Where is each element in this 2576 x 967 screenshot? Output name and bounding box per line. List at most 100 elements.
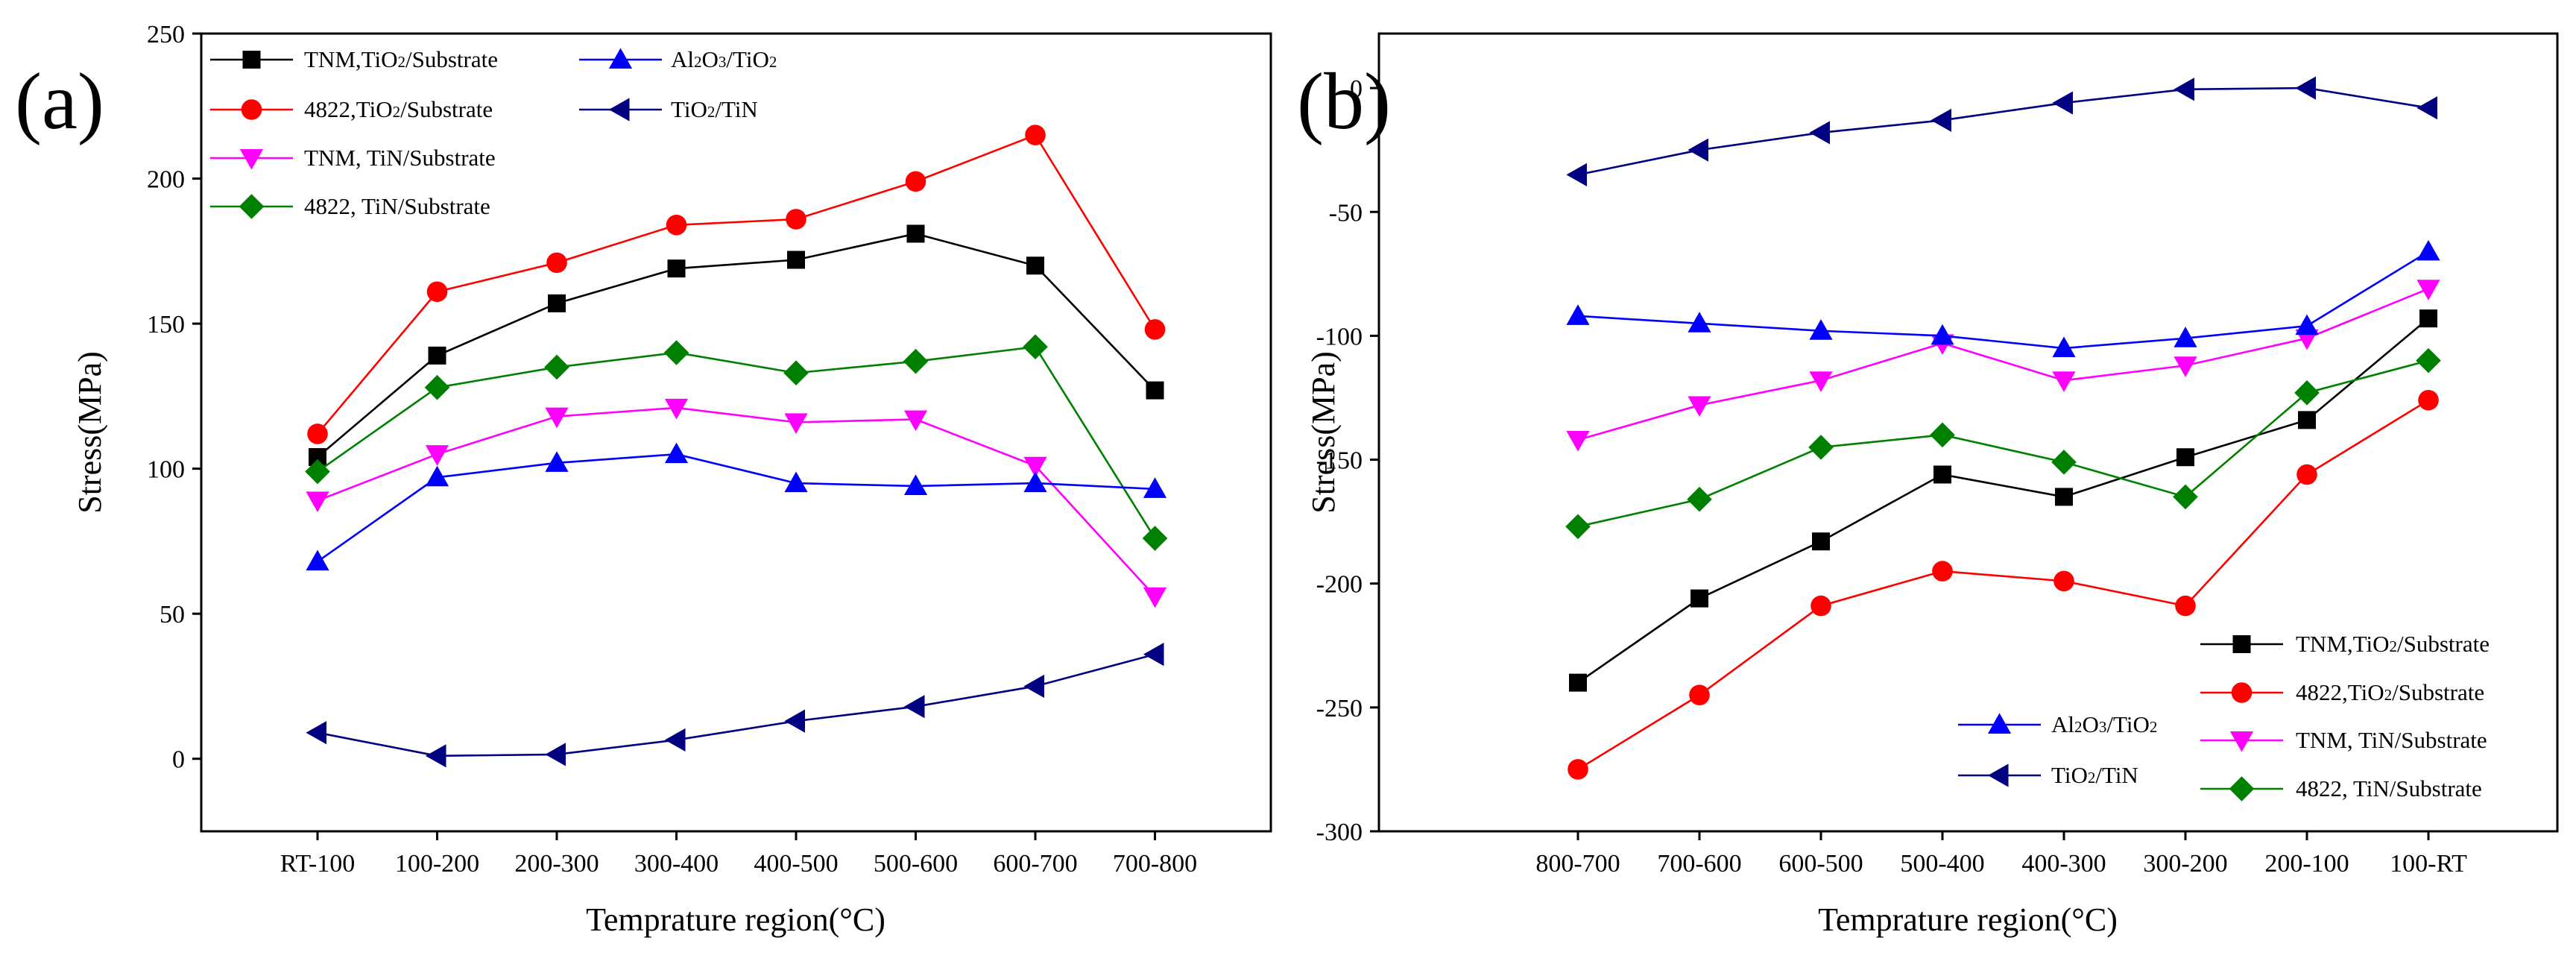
data-point	[425, 465, 449, 487]
data-point	[1930, 422, 1955, 448]
x-tick-label: 600-500	[1778, 850, 1863, 878]
series-3	[305, 334, 1168, 551]
legend-label: 4822,TiO2/Substrate	[2296, 679, 2484, 705]
y-tick-label: 250	[147, 21, 185, 48]
data-point	[1809, 371, 1833, 392]
text-span: Al	[671, 46, 694, 72]
legend-marker	[2229, 776, 2255, 801]
data-point	[2295, 76, 2316, 100]
subscript-span: 2	[2074, 718, 2083, 736]
y-tick-label: -200	[1316, 571, 1363, 599]
text-span: 4822,TiO	[304, 96, 393, 122]
data-point	[545, 451, 569, 472]
legend-label: TNM, TiN/Substrate	[304, 145, 496, 171]
data-point	[1932, 561, 1953, 582]
data-point	[2416, 280, 2440, 300]
x-tick-label: RT-100	[280, 850, 356, 878]
series-1	[307, 125, 1166, 444]
text-span: /Substrate	[400, 96, 493, 122]
data-point	[2416, 239, 2440, 261]
text-span: 4822, TiN/Substrate	[304, 193, 490, 219]
data-point	[1809, 319, 1833, 340]
text-span: /TiN	[715, 96, 757, 122]
data-point	[2052, 371, 2076, 392]
data-point	[784, 471, 808, 493]
data-point	[783, 360, 809, 386]
legend-marker	[239, 149, 264, 170]
legend-label: TNM,TiO2/Substrate	[304, 46, 498, 72]
data-point	[428, 346, 446, 365]
data-point	[903, 474, 928, 495]
x-tick-label: 100-RT	[2390, 850, 2467, 878]
data-point	[1933, 465, 1951, 484]
series-4	[306, 442, 1167, 571]
text-span: TNM,TiO	[2296, 631, 2389, 657]
panel-label: (a)	[15, 57, 104, 146]
data-point	[786, 209, 806, 230]
data-point	[1142, 526, 1168, 551]
series-1	[1568, 390, 2439, 780]
y-tick-label: -250	[1316, 695, 1363, 722]
data-point	[306, 549, 329, 571]
data-point	[545, 743, 566, 766]
series-line	[317, 233, 1156, 459]
series-4	[1566, 239, 2440, 358]
legend: TNM,TiO2/Substrate Al2O3/TiO24822,TiO2/Su…	[210, 46, 777, 219]
subscript-span: 3	[719, 53, 727, 71]
chart-panel-a: 0 50 100 150 200 250 RT-100 100-200 200-300 300-4…	[15, 21, 1272, 938]
x-tick-label: 500-600	[874, 850, 958, 878]
text-span: /Substrate	[405, 46, 498, 72]
data-point	[1143, 643, 1164, 667]
text-span: O	[2083, 711, 2099, 737]
subscript-span: 2	[769, 53, 777, 71]
data-point	[2298, 411, 2316, 429]
data-point	[1688, 312, 1711, 333]
y-axis-title: Stress(MPa)	[72, 351, 108, 514]
data-point	[1565, 514, 1591, 540]
series-line	[317, 453, 1155, 563]
legend-marker	[2232, 635, 2251, 653]
legend-label: Al2O3/TiO2	[671, 46, 777, 72]
series-line	[1577, 86, 2429, 176]
data-point	[903, 348, 929, 374]
data-point	[2174, 327, 2197, 347]
data-point	[1146, 381, 1164, 400]
x-tick-label: 600-700	[993, 850, 1077, 878]
text-span: TNM,TiO	[304, 46, 397, 72]
data-point	[1688, 396, 1711, 418]
text-span: TNM, TiN/Substrate	[2296, 727, 2487, 753]
text-span: TiO	[671, 96, 707, 122]
x-tick-label: 800-700	[1535, 850, 1620, 878]
series-line	[317, 406, 1156, 597]
data-point	[2416, 347, 2441, 374]
data-point	[1568, 759, 1588, 780]
plot-frame	[200, 32, 1272, 833]
data-point	[1023, 334, 1048, 360]
data-point	[307, 423, 328, 444]
data-point	[2419, 309, 2437, 328]
data-point	[787, 251, 805, 269]
data-point	[905, 171, 926, 192]
data-point	[2175, 595, 2196, 617]
subscript-span: 3	[2099, 718, 2107, 736]
data-point	[2418, 390, 2439, 411]
text-span: /TiO	[2106, 711, 2149, 737]
text-span: /TiO	[726, 46, 768, 72]
text-span: 4822, TiN/Substrate	[2296, 775, 2482, 801]
data-point	[666, 215, 687, 236]
y-tick-label: 150	[147, 311, 185, 338]
y-tick-label: 0	[172, 746, 185, 774]
subscript-span: 2	[707, 103, 716, 121]
legend-marker	[608, 98, 630, 122]
data-point	[1688, 138, 1708, 162]
data-point	[306, 491, 329, 513]
data-point	[2295, 314, 2319, 336]
data-point	[2053, 570, 2074, 592]
y-tick-label: -50	[1329, 199, 1363, 227]
data-point	[1690, 589, 1708, 608]
x-tick-label: 200-300	[514, 850, 599, 878]
data-point	[546, 252, 567, 274]
series-line	[1577, 399, 2429, 771]
data-point	[2296, 464, 2317, 485]
y-tick-label: 0	[1350, 75, 1363, 103]
